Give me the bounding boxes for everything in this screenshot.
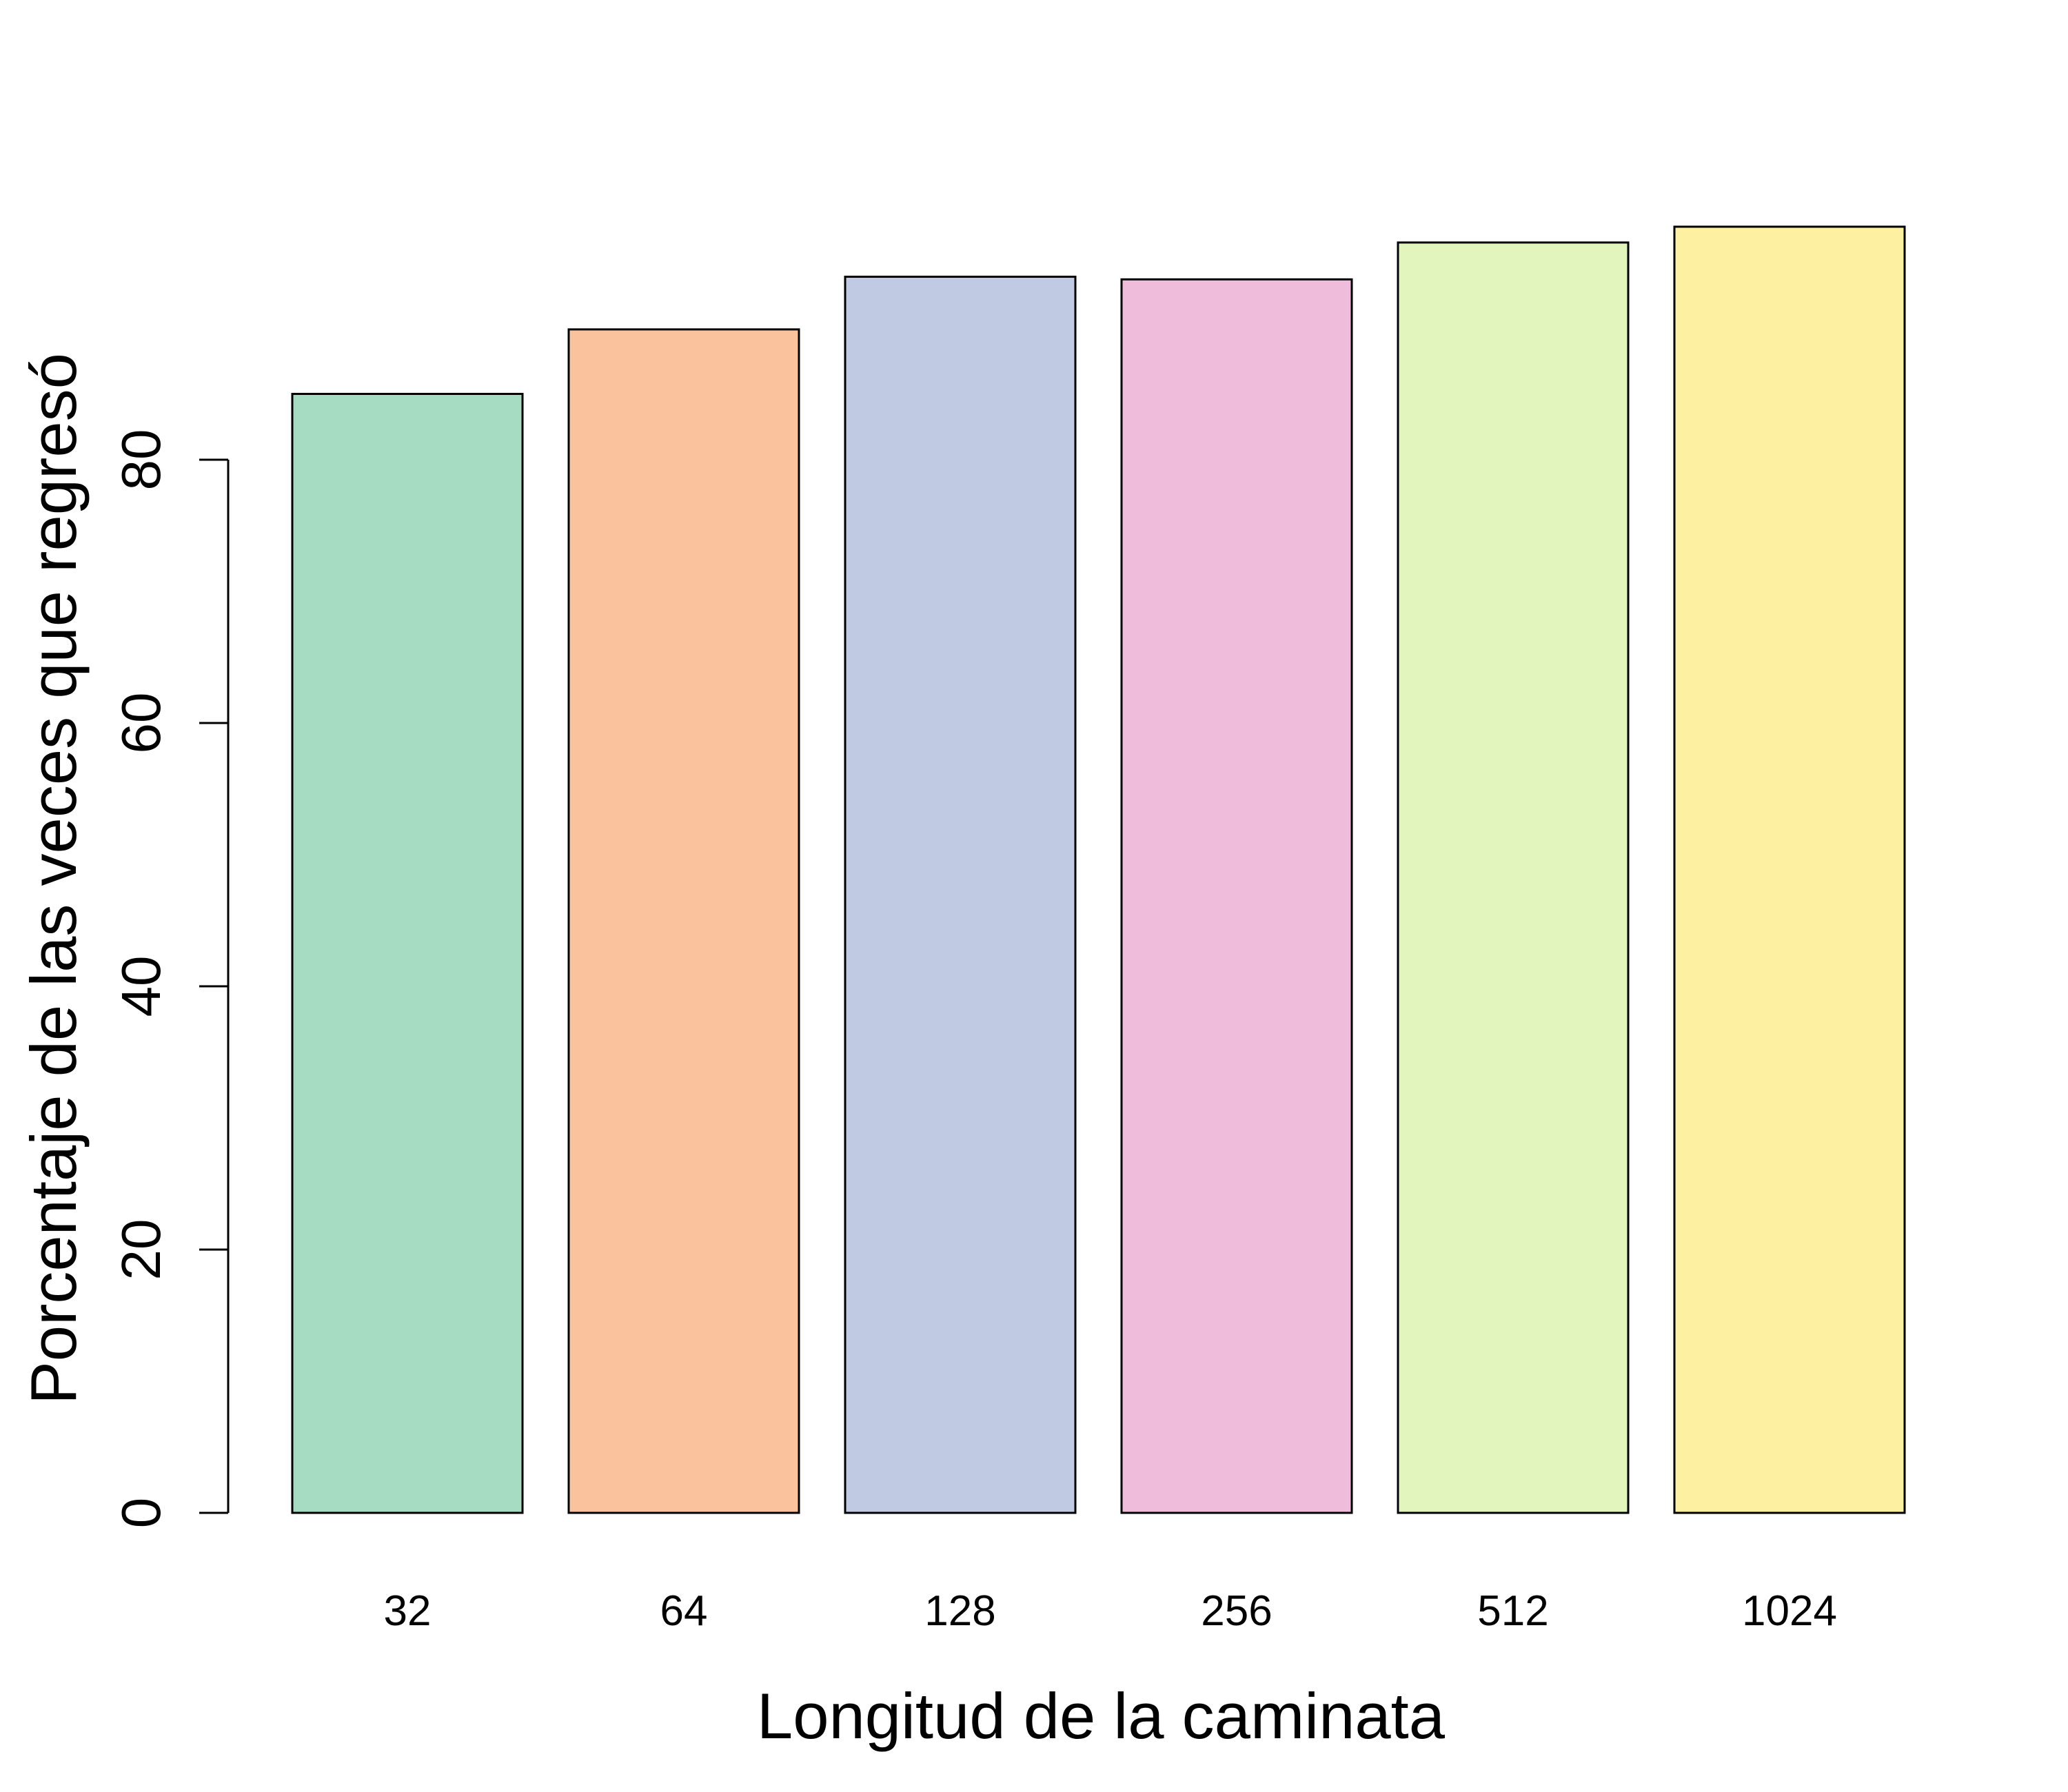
x-tick-label-64: 64 — [660, 1587, 708, 1635]
y-tick-label-40: 40 — [110, 956, 172, 1017]
x-tick-label-1024: 1024 — [1742, 1587, 1837, 1635]
y-tick-label-20: 20 — [110, 1219, 172, 1281]
bar-512 — [1397, 241, 1630, 1514]
x-tick-labels: 32 64 128 256 512 1024 — [384, 1587, 1837, 1635]
x-tick-label-32: 32 — [384, 1587, 432, 1635]
bar-32 — [291, 393, 524, 1514]
y-ticks: 0 20 40 60 80 — [110, 429, 228, 1529]
bar-1024 — [1673, 225, 1906, 1514]
x-axis-title: Longitud de la caminata — [757, 1680, 1446, 1752]
bars — [291, 225, 1906, 1514]
y-tick-label-80: 80 — [110, 429, 172, 491]
x-tick-label-512: 512 — [1477, 1587, 1548, 1635]
bar-64 — [567, 328, 800, 1514]
bar-128 — [844, 276, 1077, 1514]
y-tick-label-60: 60 — [110, 693, 172, 754]
y-axis: 0 20 40 60 80 — [110, 429, 230, 1529]
x-tick-label-256: 256 — [1201, 1587, 1272, 1635]
bar-256 — [1120, 278, 1353, 1514]
y-tick-label-0: 0 — [110, 1498, 172, 1529]
x-tick-label-128: 128 — [924, 1587, 995, 1635]
y-axis-title: Porcentaje de las veces que regresó — [17, 353, 90, 1405]
